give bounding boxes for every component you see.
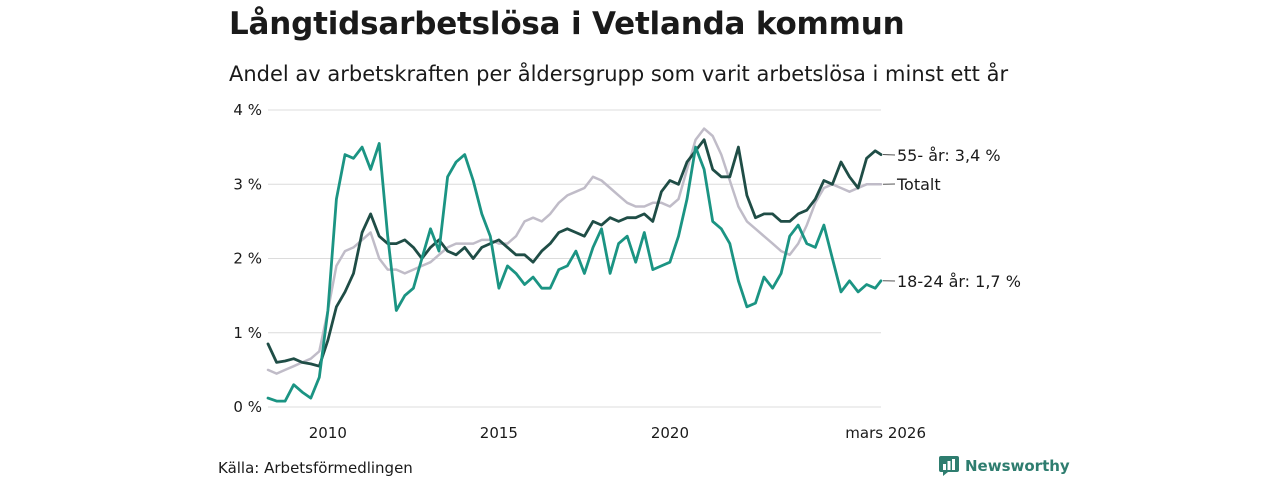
y-tick-label: 2 % [233,250,262,268]
series-line-age55 [266,138,883,368]
y-tick-label: 0 % [233,398,262,416]
y-tick-label: 1 % [233,324,262,342]
series-line-age1824 [266,142,883,403]
brand-logo: Newsworthy [939,456,1070,476]
x-tick-label: 2015 [480,424,518,442]
grid-lines [268,109,881,408]
x-axis-ticks: 2010 2015 2020 mars 2026 [309,424,926,442]
chart-title: Långtidsarbetslösa i Vetlanda kommun [229,6,905,42]
series-label-age55: 55- år: 3,4 % [897,146,1001,165]
y-tick-label: 3 % [233,175,262,193]
series-end-labels: Totalt 55- år: 3,4 % 18-24 år: 1,7 % [882,146,1021,291]
y-tick-label: 4 % [233,101,262,119]
x-tick-label: mars 2026 [845,424,926,442]
chart-subtitle: Andel av arbetskraften per åldersgrupp s… [229,62,1009,86]
series-lines [266,127,883,403]
x-tick-label: 2020 [651,424,689,442]
newsworthy-icon [939,456,959,476]
series-line-total [266,127,883,375]
y-axis-ticks: 0 % 1 % 2 % 3 % 4 % [233,101,262,416]
source-note: Källa: Arbetsförmedlingen [218,459,413,477]
brand-name: Newsworthy [965,457,1070,475]
series-label-total: Totalt [896,175,941,194]
x-tick-label: 2010 [309,424,347,442]
series-label-age1824: 18-24 år: 1,7 % [897,272,1021,291]
